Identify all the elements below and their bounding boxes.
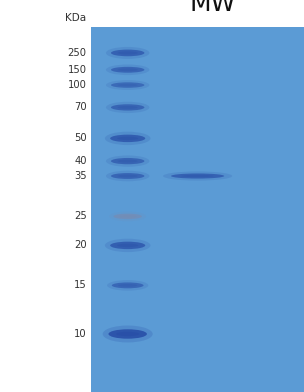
Ellipse shape <box>106 65 149 75</box>
Ellipse shape <box>163 171 232 181</box>
Text: 150: 150 <box>67 65 87 75</box>
Ellipse shape <box>110 241 145 249</box>
Bar <box>91 27 304 392</box>
Text: KDa: KDa <box>65 13 86 23</box>
Ellipse shape <box>111 158 144 164</box>
Text: 15: 15 <box>74 280 87 290</box>
Ellipse shape <box>171 173 224 179</box>
Text: 50: 50 <box>74 133 87 143</box>
Text: 100: 100 <box>68 80 87 90</box>
Text: 10: 10 <box>74 329 87 339</box>
Ellipse shape <box>118 175 138 177</box>
Ellipse shape <box>105 239 150 252</box>
Ellipse shape <box>105 132 150 145</box>
Ellipse shape <box>119 215 136 218</box>
Ellipse shape <box>116 332 139 336</box>
Ellipse shape <box>111 104 144 111</box>
Ellipse shape <box>181 175 213 177</box>
Ellipse shape <box>117 137 138 140</box>
Ellipse shape <box>118 69 138 71</box>
Ellipse shape <box>111 50 144 56</box>
Ellipse shape <box>106 102 149 113</box>
Ellipse shape <box>109 211 146 221</box>
Ellipse shape <box>118 106 138 109</box>
Text: 20: 20 <box>74 240 87 250</box>
Ellipse shape <box>106 156 149 167</box>
Ellipse shape <box>106 47 149 59</box>
Text: 250: 250 <box>67 48 87 58</box>
Ellipse shape <box>118 51 138 54</box>
Text: MW: MW <box>190 0 236 16</box>
Text: 40: 40 <box>74 156 87 166</box>
Ellipse shape <box>111 82 144 88</box>
Ellipse shape <box>112 282 143 289</box>
Ellipse shape <box>106 171 149 181</box>
Ellipse shape <box>107 280 148 291</box>
Ellipse shape <box>113 214 142 219</box>
Ellipse shape <box>118 284 137 287</box>
Ellipse shape <box>111 173 144 179</box>
Ellipse shape <box>110 135 145 142</box>
Text: 25: 25 <box>74 211 87 221</box>
Ellipse shape <box>111 67 144 73</box>
Ellipse shape <box>117 244 138 247</box>
Text: 35: 35 <box>74 171 87 181</box>
Ellipse shape <box>118 160 138 163</box>
Ellipse shape <box>106 80 149 90</box>
Text: 70: 70 <box>74 102 87 113</box>
Ellipse shape <box>118 84 138 86</box>
Ellipse shape <box>103 325 153 343</box>
Ellipse shape <box>109 329 147 339</box>
